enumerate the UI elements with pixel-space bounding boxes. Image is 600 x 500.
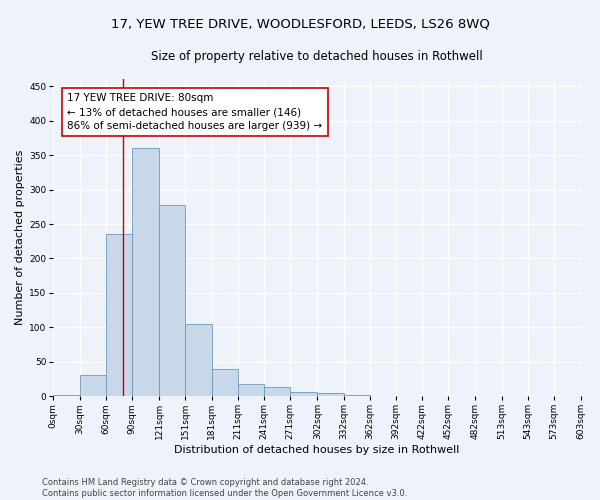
Bar bbox=[159, 204, 185, 396]
Bar bbox=[238, 384, 264, 396]
Bar bbox=[106, 234, 132, 396]
X-axis label: Distribution of detached houses by size in Rothwell: Distribution of detached houses by size … bbox=[174, 445, 460, 455]
Bar bbox=[185, 324, 212, 396]
Bar bbox=[80, 376, 106, 396]
Bar bbox=[264, 387, 290, 396]
Text: Contains HM Land Registry data © Crown copyright and database right 2024.
Contai: Contains HM Land Registry data © Crown c… bbox=[42, 478, 407, 498]
Bar bbox=[132, 148, 159, 396]
Title: Size of property relative to detached houses in Rothwell: Size of property relative to detached ho… bbox=[151, 50, 483, 63]
Bar bbox=[290, 392, 317, 396]
Bar bbox=[212, 368, 238, 396]
Text: 17, YEW TREE DRIVE, WOODLESFORD, LEEDS, LS26 8WQ: 17, YEW TREE DRIVE, WOODLESFORD, LEEDS, … bbox=[110, 18, 490, 30]
Y-axis label: Number of detached properties: Number of detached properties bbox=[15, 150, 25, 326]
Text: 17 YEW TREE DRIVE: 80sqm
← 13% of detached houses are smaller (146)
86% of semi-: 17 YEW TREE DRIVE: 80sqm ← 13% of detach… bbox=[67, 93, 322, 131]
Bar bbox=[53, 394, 80, 396]
Bar bbox=[317, 392, 344, 396]
